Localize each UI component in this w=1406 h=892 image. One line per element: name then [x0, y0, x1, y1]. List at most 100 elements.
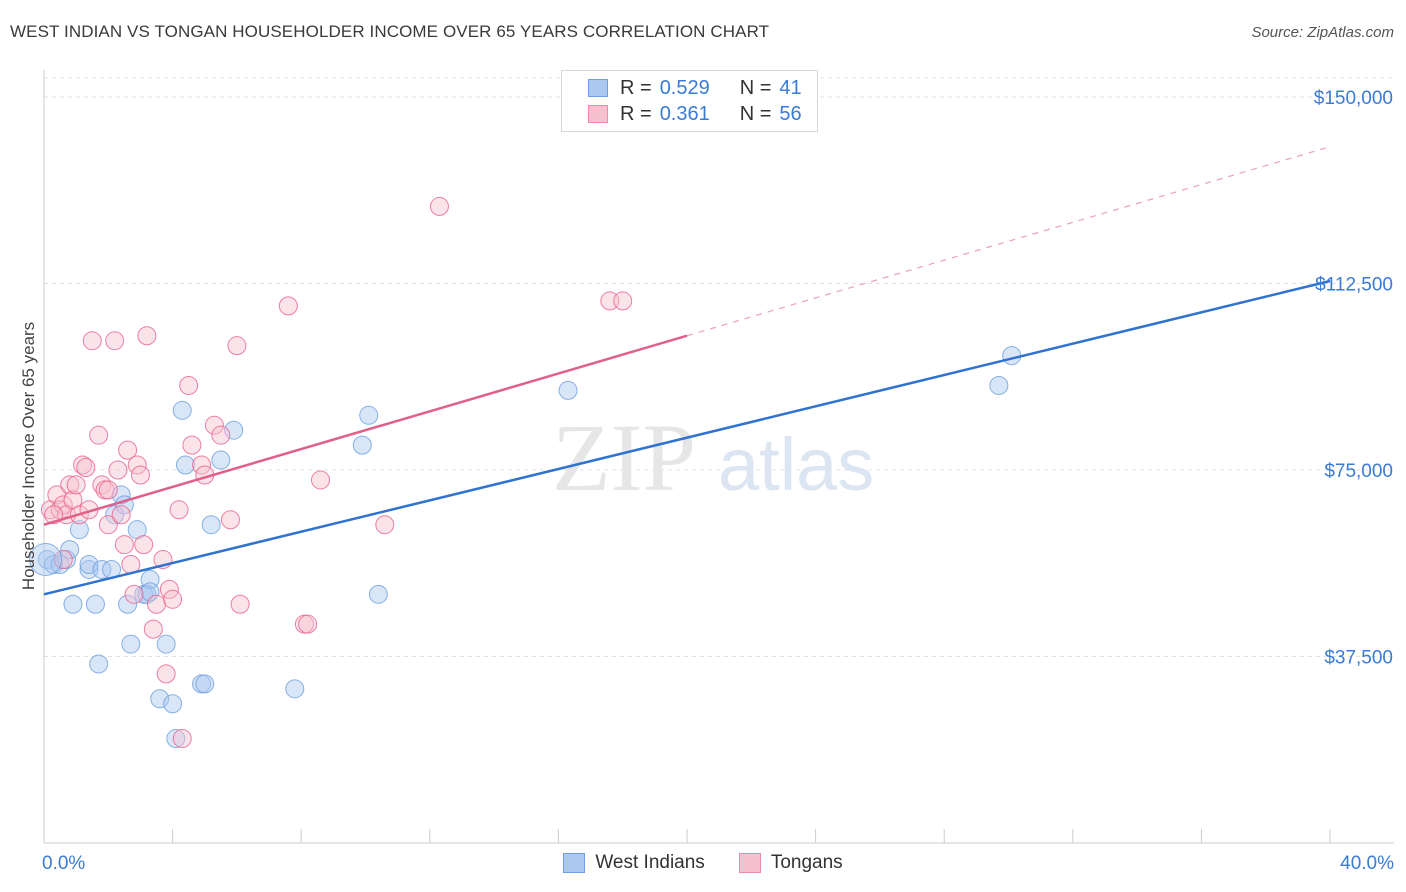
- y-tick-label: $37,500: [1324, 648, 1393, 669]
- tongans-point: [53, 550, 73, 570]
- west-indians-point: [558, 380, 578, 400]
- series-legend-tongans: Tongans: [738, 852, 843, 874]
- legend-r-value: 0.361: [659, 102, 710, 125]
- legend-n-value: 41: [779, 76, 802, 99]
- tongans-point: [163, 589, 183, 609]
- tongans-point: [204, 415, 224, 435]
- correlation-legend: R = 0.529 N = 41 R = 0.361 N = 56: [561, 70, 818, 132]
- axis-labels: $37,500 $75,000 $112,500 $150,000 0.0% 40.0% H…: [19, 88, 1394, 874]
- west-indians-point: [359, 405, 379, 425]
- watermark-atlas: atlas: [718, 423, 874, 506]
- west-indians-point: [29, 543, 63, 577]
- tongans-point: [230, 594, 250, 614]
- tongans-point: [118, 440, 138, 460]
- tongans-point: [278, 296, 298, 316]
- tongans-point: [98, 515, 118, 535]
- trend-lines: [43, 146, 1331, 596]
- tongans-point: [310, 470, 330, 490]
- y-tick-label: $112,500: [1315, 275, 1393, 296]
- tongans-trend-extension: [686, 146, 1331, 337]
- x-tick-label: 0.0%: [42, 853, 85, 874]
- tongans-point: [60, 475, 80, 495]
- tongans-point: [179, 375, 199, 395]
- y-tick-label: $150,000: [1314, 88, 1393, 109]
- tongans-point: [227, 336, 247, 356]
- legend-swatch-west-indians: [588, 79, 608, 97]
- west-indians-point: [50, 554, 70, 574]
- legend-r-label: R =: [620, 102, 652, 125]
- tongans-point: [89, 425, 109, 445]
- series-swatch-tongans: [738, 853, 761, 873]
- axes: [43, 70, 1394, 844]
- tongans-point: [108, 460, 128, 480]
- west-indians-point: [92, 559, 112, 579]
- grid-lines: [44, 77, 1394, 657]
- x-tick-label: 40.0%: [1340, 853, 1394, 874]
- watermark-zip: ZIP: [552, 404, 696, 511]
- west-indians-point: [285, 679, 305, 699]
- tongans-point: [76, 458, 96, 478]
- tongans-trend-line: [43, 334, 688, 526]
- west-indians-point: [69, 520, 89, 540]
- tongans-point: [114, 535, 134, 555]
- west-indians-point: [150, 689, 170, 709]
- legend-r-label: R =: [620, 76, 652, 99]
- west-indians-point: [156, 634, 176, 654]
- tongans-point: [82, 331, 102, 351]
- tongans-point: [130, 465, 150, 485]
- west-indians-point: [121, 634, 141, 654]
- west-indians-point: [89, 654, 109, 674]
- tongans-point: [169, 500, 189, 520]
- west-indians-point: [85, 594, 105, 614]
- west-indians-point: [105, 505, 125, 525]
- west-indians-point: [118, 594, 138, 614]
- tongans-point: [182, 435, 202, 455]
- chart-title: WEST INDIAN VS TONGAN HOUSEHOLDER INCOME…: [10, 22, 770, 41]
- tongans-point: [124, 584, 144, 604]
- tongans-point: [98, 480, 118, 500]
- y-axis-title: Householder Income Over 65 years: [19, 322, 38, 590]
- west-indians-point: [140, 582, 160, 602]
- tongans-point: [111, 505, 131, 525]
- tongans-point: [143, 619, 163, 639]
- legend-row-west-indians: R = 0.529 N = 41: [588, 76, 802, 100]
- legend-n-label: N =: [739, 76, 772, 99]
- legend-row-tongans: R = 0.361 N = 56: [588, 102, 802, 126]
- west-indians-point: [60, 540, 80, 560]
- west-indians-point: [166, 729, 186, 749]
- series-label-west-indians: West Indians: [595, 852, 705, 873]
- legend-swatch-tongans: [588, 105, 608, 123]
- west-indians-point: [63, 594, 83, 614]
- watermark: ZIP atlas: [552, 404, 874, 511]
- tongans-point: [375, 515, 395, 535]
- tongans-point: [429, 196, 449, 216]
- west-indians-trend-line: [43, 279, 1331, 596]
- source-label: Source: ZipAtlas.com: [1251, 24, 1394, 41]
- tongans-point: [92, 475, 112, 495]
- tongans-point: [298, 614, 318, 634]
- tongans-point: [156, 664, 176, 684]
- series-label-tongans: Tongans: [770, 852, 843, 873]
- tongans-point: [211, 425, 231, 445]
- west-indians-point: [352, 435, 372, 455]
- tongans-point: [220, 510, 240, 530]
- series-legend: West Indians Tongans: [0, 852, 1406, 874]
- west-indians-point: [1002, 346, 1022, 366]
- tongans-point: [613, 291, 633, 311]
- legend-n-label: N =: [739, 102, 772, 125]
- y-tick-label: $75,000: [1324, 461, 1393, 482]
- west-indians-point: [172, 400, 192, 420]
- tongans-point: [73, 455, 93, 475]
- tongans-point: [66, 475, 86, 495]
- west-indians-point: [79, 554, 99, 574]
- west-indians-point: [175, 455, 195, 475]
- legend-n-value: 56: [779, 102, 802, 125]
- west-indians-point: [224, 420, 244, 440]
- west-indians-point: [368, 584, 388, 604]
- tongans-point: [172, 729, 192, 749]
- west-indians-point: [989, 375, 1009, 395]
- west-indians-point: [201, 515, 221, 535]
- series-legend-west-indians: West Indians: [563, 852, 705, 874]
- data-points: [29, 196, 1022, 749]
